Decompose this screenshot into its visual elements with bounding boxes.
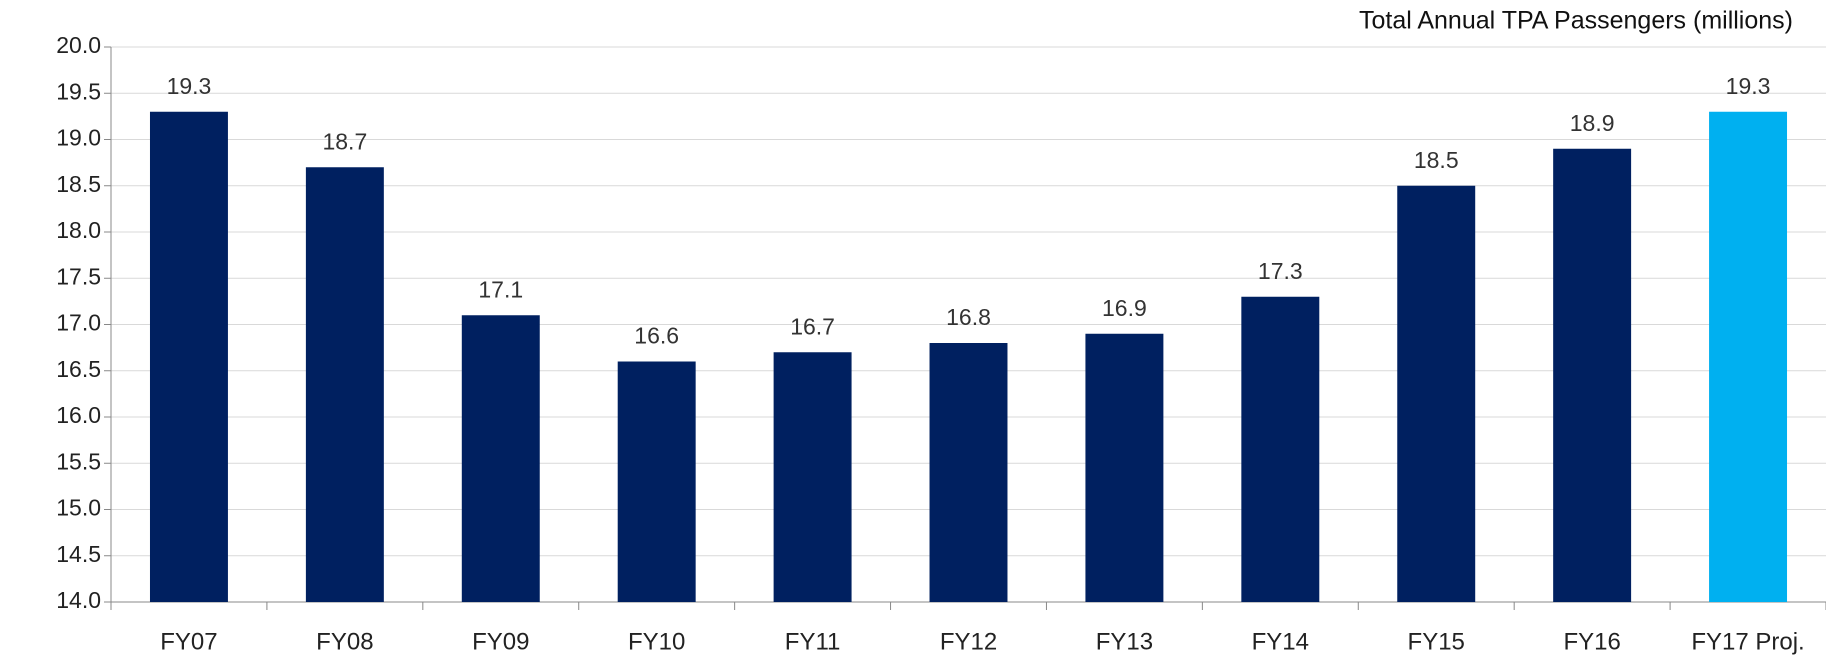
bar: [305, 167, 384, 602]
bar: [1241, 296, 1320, 602]
x-tick-label: FY17 Proj.: [1691, 628, 1804, 655]
x-tick-label: FY13: [1096, 628, 1153, 655]
value-label: 18.9: [1570, 110, 1615, 136]
y-tick-label: 16.5: [56, 356, 101, 382]
y-tick-label: 14.5: [56, 541, 101, 567]
value-label: 16.8: [946, 304, 991, 330]
value-label: 19.3: [1726, 73, 1771, 99]
y-tick-label: 20.0: [56, 32, 101, 58]
x-tick-label: FY16: [1563, 628, 1620, 655]
x-tick-label: FY09: [472, 628, 529, 655]
y-tick-label: 18.0: [56, 217, 101, 243]
x-tick-label: FY08: [316, 628, 373, 655]
value-label: 16.7: [790, 313, 835, 339]
x-tick-label: FY10: [628, 628, 685, 655]
x-tick-label: FY12: [940, 628, 997, 655]
value-label: 18.7: [322, 128, 367, 154]
y-tick-label: 19.0: [56, 125, 101, 151]
y-tick-label: 14.0: [56, 587, 101, 613]
y-tick-label: 17.0: [56, 310, 101, 336]
x-tick-label: FY14: [1252, 628, 1309, 655]
value-label: 16.9: [1102, 295, 1147, 321]
y-tick-label: 19.5: [56, 78, 101, 104]
y-tick-label: 16.0: [56, 402, 101, 428]
bar: [461, 315, 540, 602]
y-tick-label: 15.5: [56, 448, 101, 474]
value-label: 18.5: [1414, 147, 1459, 173]
y-tick-label: 18.5: [56, 171, 101, 197]
value-label: 16.6: [634, 323, 679, 349]
bar: [1085, 333, 1164, 602]
x-tick-label: FY07: [160, 628, 217, 655]
bar: [149, 111, 228, 602]
value-label: 17.1: [478, 276, 523, 302]
bar: [1553, 148, 1632, 602]
bar: [617, 361, 696, 602]
bar: [773, 352, 852, 602]
x-tick-label: FY15: [1408, 628, 1465, 655]
chart-title: Total Annual TPA Passengers (millions): [1359, 7, 1793, 35]
value-label: 17.3: [1258, 258, 1303, 284]
y-tick-label: 17.5: [56, 263, 101, 289]
y-tick-label: 15.0: [56, 495, 101, 521]
x-tick-label: FY11: [785, 628, 841, 655]
value-label: 19.3: [167, 73, 212, 99]
bar: [1397, 185, 1476, 602]
bar: [1709, 111, 1788, 602]
bar: [929, 343, 1008, 602]
